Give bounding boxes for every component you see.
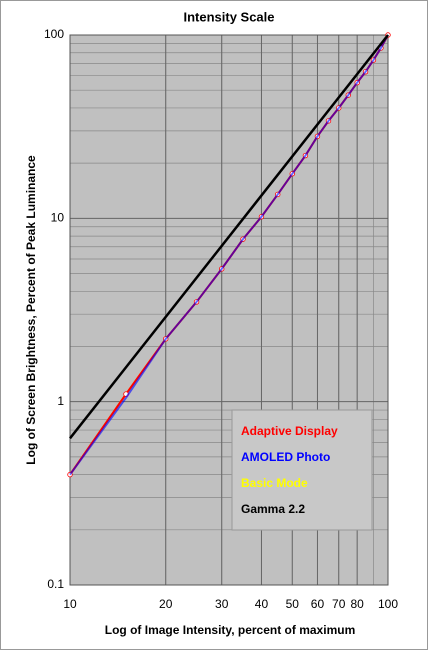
series-line (69, 34, 389, 476)
y-axis-label: Log of Screen Brightness, Percent of Pea… (24, 155, 38, 465)
x-axis-label: Log of Image Intensity, percent of maxim… (105, 623, 355, 637)
x-tick-label: 10 (63, 597, 77, 611)
y-tick-label: 100 (44, 27, 64, 41)
x-tick-label: 30 (215, 597, 229, 611)
legend-label: Adaptive Display (241, 424, 338, 438)
plot-border (69, 34, 389, 586)
x-tick-label: 100 (378, 597, 398, 611)
x-tick-label: 80 (351, 597, 365, 611)
legend-label: Gamma 2.2 (241, 502, 305, 516)
x-tick-label: 70 (332, 597, 346, 611)
legend: Adaptive Display AMOLED Photo Basic Mode Ga… (231, 409, 373, 531)
y-tick-label: 0.1 (47, 577, 64, 591)
y-tick-label: 10 (51, 211, 65, 225)
legend-label: Basic Mode (241, 476, 308, 490)
x-tick-label: 20 (159, 597, 173, 611)
x-tick-label: 60 (311, 597, 325, 611)
legend-label: AMOLED Photo (241, 450, 330, 464)
series-line (69, 34, 389, 440)
chart-title: Intensity Scale (183, 9, 274, 24)
legend-box (231, 409, 373, 531)
y-tick-label: 1 (57, 394, 64, 408)
x-tick-label: 50 (286, 597, 300, 611)
x-tick-label: 40 (255, 597, 269, 611)
